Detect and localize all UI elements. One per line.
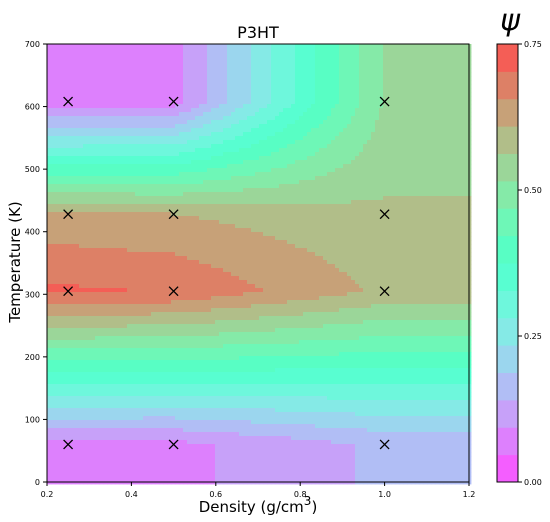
colorbar-level — [497, 44, 518, 72]
y-tick-label: 200 — [25, 353, 40, 362]
colorbar-tick-label: 0.75 — [524, 40, 542, 49]
colorbar-tick-label: 0.50 — [524, 186, 542, 195]
y-axis-label: Temperature (K) — [6, 201, 24, 323]
y-tick-label: 300 — [25, 290, 40, 299]
chart-title: P3HT — [237, 23, 279, 42]
colorbar-level — [497, 208, 518, 236]
colorbar — [497, 44, 518, 483]
y-tick-label: 400 — [25, 228, 40, 237]
colorbar-level — [497, 181, 518, 209]
colorbar-level — [497, 236, 518, 264]
colorbar-level — [497, 154, 518, 182]
y-tick-label: 700 — [25, 40, 40, 49]
colorbar-level — [497, 400, 518, 428]
contour-fill-area — [47, 44, 471, 484]
x-tick-label: 1.0 — [378, 490, 391, 499]
colorbar-level — [497, 427, 518, 455]
colorbar-level — [497, 318, 518, 346]
colorbar-ticks: 0.00 0.25 0.50 0.75 — [518, 40, 542, 487]
y-tick-label: 100 — [25, 415, 40, 424]
colorbar-level — [497, 263, 518, 291]
x-axis-label: Density (g/cm3) — [199, 494, 318, 516]
y-tick-label: 0 — [35, 478, 40, 487]
x-axis-label-superscript: 3 — [304, 494, 312, 508]
y-tick-label: 500 — [25, 165, 40, 174]
y-tick-label: 600 — [25, 103, 40, 112]
colorbar-level — [497, 126, 518, 154]
colorbar-label: ψ — [500, 3, 521, 38]
x-tick-label: 0.4 — [125, 490, 138, 499]
colorbar-level — [497, 290, 518, 318]
x-axis-label-text: Density (g/cm — [199, 498, 304, 516]
colorbar-level — [497, 99, 518, 127]
x-tick-label: 1.2 — [463, 490, 476, 499]
colorbar-tick-label: 0.00 — [524, 478, 542, 487]
y-axis-ticks: 0 100 200 300 400 500 600 700 — [25, 40, 47, 487]
x-tick-label: 0.2 — [41, 490, 54, 499]
colorbar-level — [497, 345, 518, 373]
colorbar-tick-label: 0.25 — [524, 332, 542, 341]
colorbar-level — [497, 71, 518, 99]
colorbar-level — [497, 373, 518, 401]
colorbar-level — [497, 455, 518, 483]
